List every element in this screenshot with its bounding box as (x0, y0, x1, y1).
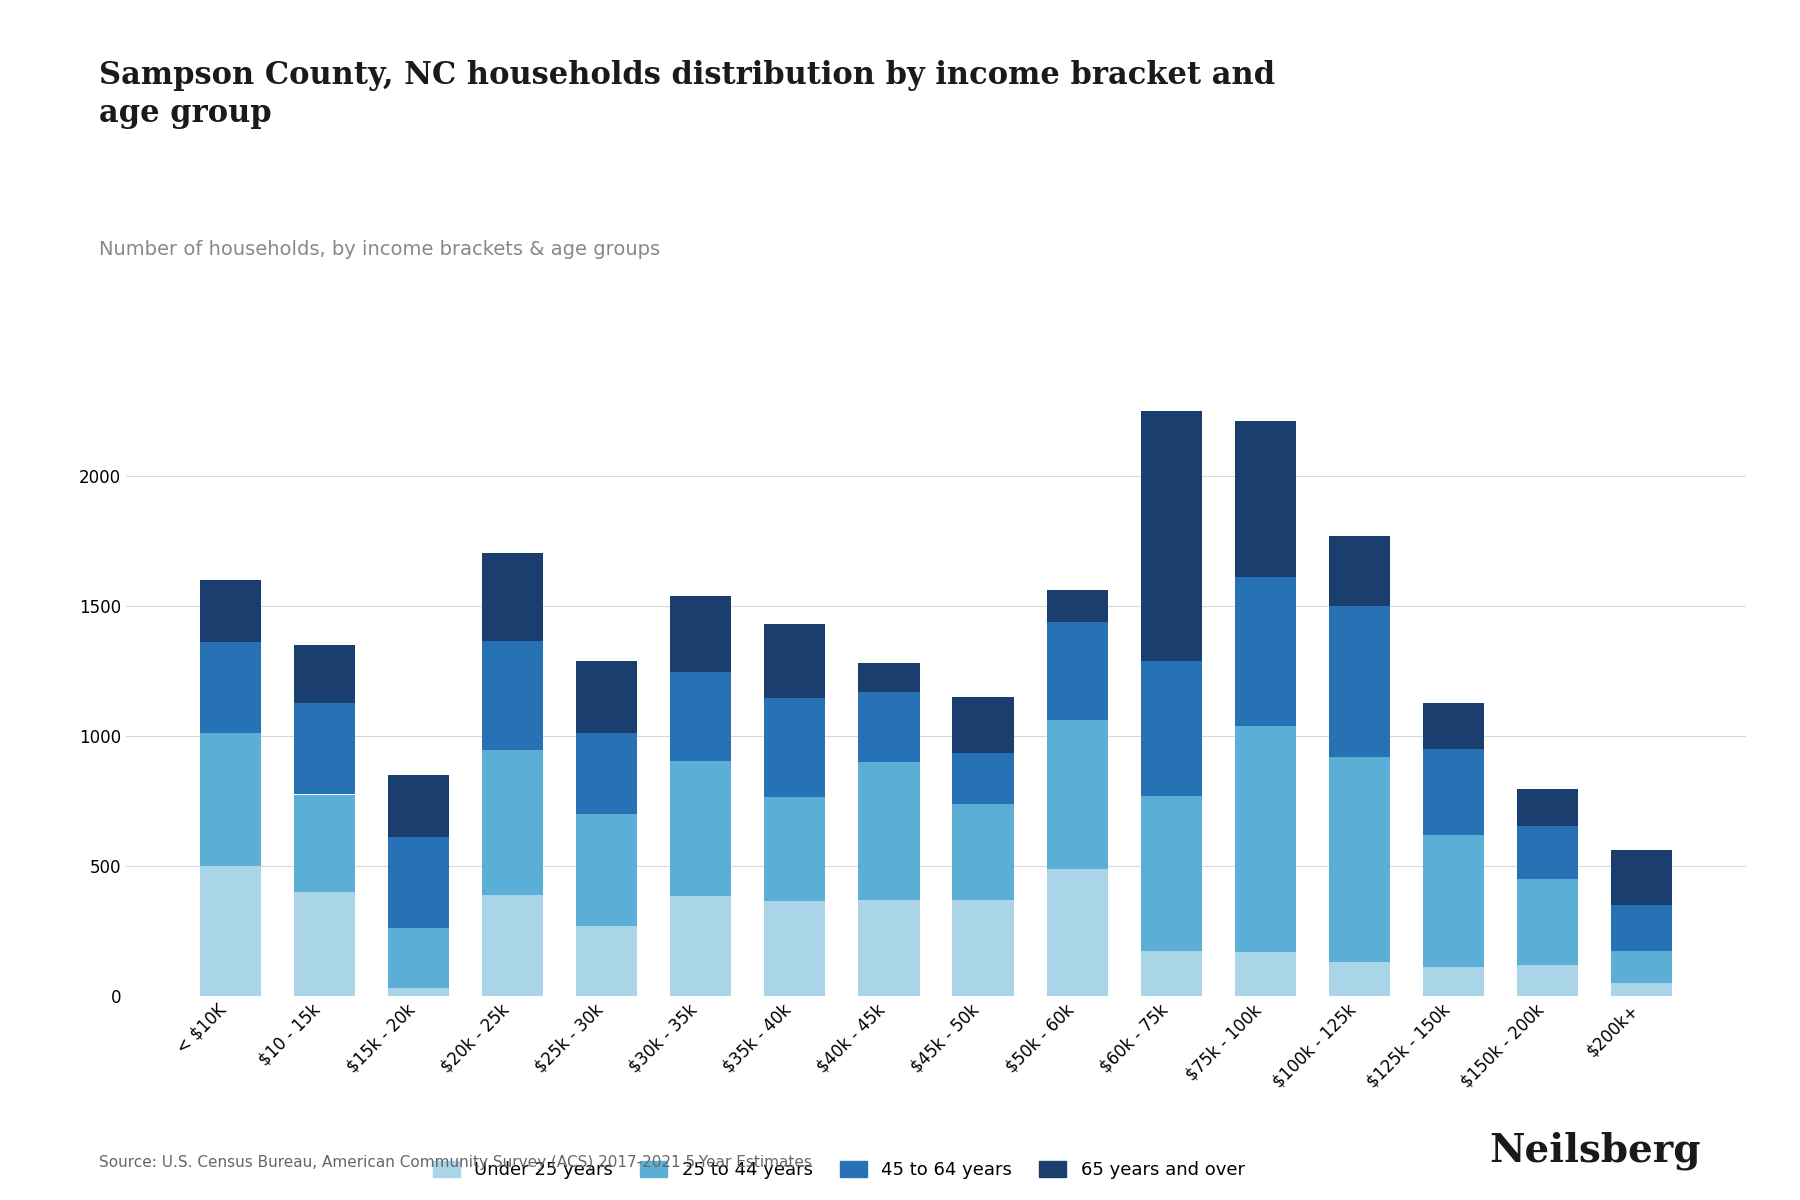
Bar (670, 896, 731, 996)
Bar (765, 698, 826, 797)
Text: Sampson County, NC households distribution by income bracket and
age group: Sampson County, NC households distributi… (99, 60, 1274, 130)
Bar (482, 750, 544, 894)
Bar (482, 641, 544, 750)
Bar (1141, 660, 1202, 796)
Bar (482, 553, 544, 641)
Legend: Under 25 years, 25 to 44 years, 45 to 64 years, 65 years and over: Under 25 years, 25 to 44 years, 45 to 64… (425, 1154, 1253, 1187)
Bar (859, 664, 920, 691)
Bar (670, 761, 731, 896)
Bar (765, 797, 826, 901)
Bar (1141, 796, 1202, 950)
Bar (387, 775, 448, 838)
Bar (1141, 410, 1202, 660)
Bar (576, 814, 637, 926)
Bar (200, 866, 261, 996)
Text: Number of households, by income brackets & age groups: Number of households, by income brackets… (99, 240, 661, 259)
Text: Source: U.S. Census Bureau, American Community Survey (ACS) 2017-2021 5-Year Est: Source: U.S. Census Bureau, American Com… (99, 1154, 812, 1170)
Bar (1328, 535, 1390, 606)
Bar (200, 580, 261, 642)
Bar (1424, 703, 1485, 749)
Bar (1328, 757, 1390, 962)
Bar (765, 624, 826, 698)
Bar (387, 988, 448, 996)
Bar (387, 838, 448, 929)
Bar (952, 697, 1013, 752)
Bar (293, 703, 355, 794)
Bar (200, 642, 261, 733)
Bar (670, 595, 731, 672)
Bar (1517, 965, 1579, 996)
Bar (1046, 869, 1107, 996)
Bar (952, 752, 1013, 804)
Bar (1046, 720, 1107, 869)
Bar (952, 900, 1013, 996)
Bar (1424, 749, 1485, 835)
Bar (952, 804, 1013, 900)
Bar (482, 894, 544, 996)
Bar (1517, 878, 1579, 965)
Bar (1611, 905, 1672, 950)
Bar (1235, 952, 1296, 996)
Bar (1046, 590, 1107, 622)
Bar (200, 733, 261, 866)
Bar (859, 762, 920, 900)
Bar (1235, 577, 1296, 726)
Bar (1235, 421, 1296, 577)
Bar (1046, 622, 1107, 720)
Bar (293, 794, 355, 892)
Bar (1611, 983, 1672, 996)
Bar (293, 892, 355, 996)
Bar (859, 900, 920, 996)
Bar (1517, 826, 1579, 878)
Bar (670, 672, 731, 761)
Bar (1235, 726, 1296, 952)
Bar (1611, 950, 1672, 983)
Bar (859, 691, 920, 762)
Bar (293, 644, 355, 703)
Bar (576, 660, 637, 733)
Bar (576, 733, 637, 814)
Bar (765, 901, 826, 996)
Bar (387, 929, 448, 988)
Bar (1424, 835, 1485, 967)
Text: Neilsberg: Neilsberg (1490, 1132, 1701, 1170)
Bar (1611, 851, 1672, 905)
Bar (1328, 606, 1390, 757)
Bar (1424, 967, 1485, 996)
Bar (1517, 790, 1579, 826)
Bar (576, 926, 637, 996)
Bar (1141, 950, 1202, 996)
Bar (1328, 962, 1390, 996)
